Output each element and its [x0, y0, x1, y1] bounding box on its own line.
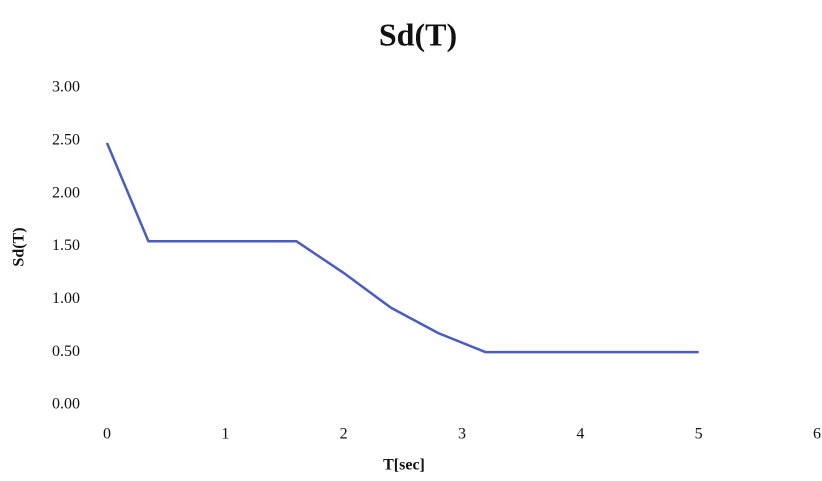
x-tick-label: 3 [458, 426, 466, 443]
x-tick-label: 6 [813, 426, 821, 443]
y-tick-label: 2.00 [52, 184, 80, 201]
data-line [105, 142, 699, 354]
x-tick-label: 1 [221, 426, 229, 443]
chart-title: Sd(T) [379, 16, 457, 52]
x-tick-label: 0 [103, 426, 111, 443]
y-axis-label: Sd(T) [11, 227, 28, 266]
y-tick-label: 3.00 [52, 79, 80, 96]
y-tick-label: 0.50 [52, 343, 80, 360]
x-tick-label: 5 [695, 426, 703, 443]
y-tick-label: 0.00 [52, 396, 80, 413]
y-tick-label: 1.00 [52, 290, 80, 307]
x-tick-label: 2 [340, 426, 348, 443]
x-axis-label: T[sec] [383, 457, 425, 474]
y-tick-label: 2.50 [52, 132, 80, 149]
y-tick-label: 1.50 [52, 237, 80, 254]
x-tick-label: 4 [576, 426, 584, 443]
